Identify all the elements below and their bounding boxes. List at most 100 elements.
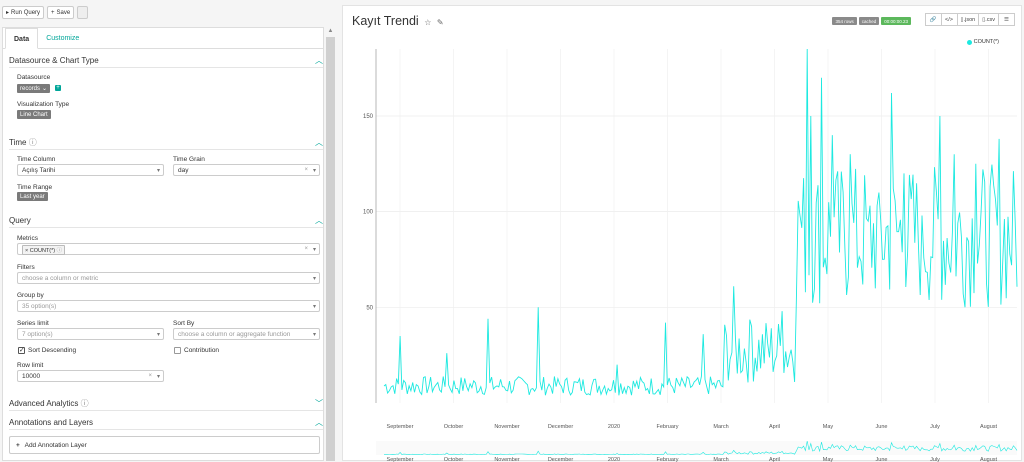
row-limit-select[interactable]: 10000 × ▾: [17, 370, 164, 382]
more-button[interactable]: [77, 6, 89, 19]
chevron-up-icon[interactable]: ︿: [315, 137, 323, 147]
export-json-label: .json: [963, 16, 976, 23]
section-divider: [9, 67, 323, 68]
context-brush: [376, 441, 1017, 455]
annotations-section-header[interactable]: Annotations and Layers ︿: [9, 416, 323, 428]
x-tick-label: April: [769, 424, 780, 430]
clear-icon[interactable]: ×: [148, 373, 152, 379]
add-datasource-icon[interactable]: +: [55, 85, 61, 91]
chart-legend[interactable]: COUNT(*): [966, 39, 999, 45]
advanced-section: Advanced Analytics ⓘ ﹀: [9, 397, 323, 411]
info-icon[interactable]: ⓘ: [80, 398, 89, 408]
row-limit-label: Row limit: [17, 362, 44, 369]
datasource-value: records: [20, 85, 41, 92]
context-x-tick-label: March: [713, 457, 728, 462]
context-x-tick-label: August: [980, 457, 998, 462]
x-tick-label: December: [548, 424, 574, 430]
datasource-section-title: Datasource & Chart Type: [9, 55, 99, 65]
chart-header: Kayıt Trendi ☆ ✎: [352, 14, 444, 28]
sortby-select[interactable]: choose a column or aggregate function ▾: [173, 328, 320, 340]
run-query-label: Run Query: [11, 9, 41, 16]
context-x-tick-label: July: [930, 457, 940, 462]
contribution-checkbox[interactable]: [174, 347, 181, 354]
section-divider: [9, 149, 323, 150]
series-limit-select[interactable]: 7 option(s) ▾: [17, 328, 164, 340]
chevron-up-icon[interactable]: ︿: [315, 417, 323, 427]
advanced-section-header[interactable]: Advanced Analytics ⓘ ﹀: [9, 397, 323, 409]
sort-descending-checkbox[interactable]: [18, 346, 25, 354]
link-icon: 🔗: [929, 16, 937, 23]
time-grain-select[interactable]: day × ▾: [173, 164, 320, 176]
plus-icon: +: [51, 9, 55, 16]
tab-customize[interactable]: Customize: [46, 35, 80, 42]
plus-icon: +: [16, 442, 20, 449]
section-divider: [9, 227, 323, 228]
clear-icon[interactable]: ×: [304, 167, 308, 173]
remove-chip-icon[interactable]: ×: [25, 248, 29, 254]
y-tick-label: 100: [363, 210, 374, 216]
datasource-section-header[interactable]: Datasource & Chart Type ︿: [9, 54, 323, 66]
control-form: Data Customize Datasource & Chart Type ︿…: [2, 27, 324, 461]
x-tick-label: 2020: [608, 424, 620, 430]
query-section-header[interactable]: Query ︿: [9, 214, 323, 226]
menu-button[interactable]: ☰: [998, 13, 1015, 26]
chevron-up-icon[interactable]: ︿: [315, 215, 323, 225]
contribution-label: Contribution: [184, 347, 220, 354]
datasource-section: Datasource & Chart Type ︿ Datasource rec…: [9, 54, 323, 119]
metric-chip[interactable]: × COUNT(*) ⓘ: [22, 245, 66, 255]
x-tick-label: November: [494, 424, 520, 430]
star-icon[interactable]: ☆: [424, 18, 432, 27]
context-series-line: [384, 440, 1018, 456]
section-divider: [9, 410, 323, 411]
time-section-header[interactable]: Time ⓘ ︿: [9, 136, 323, 148]
save-button[interactable]: + Save: [47, 6, 75, 19]
panel-scrollbar[interactable]: [326, 37, 335, 461]
row-count-badge: 354 rows: [832, 17, 857, 25]
time-range-label: Time Range: [17, 184, 53, 191]
cached-text: cached: [861, 18, 877, 24]
context-x-tick-label: April: [769, 457, 780, 462]
add-annotation-layer-label: Add Annotation Layer: [24, 442, 87, 449]
sort-descending-label: Sort Descending: [28, 347, 77, 354]
time-range-selector[interactable]: Last year: [17, 192, 48, 201]
context-x-tick-label: September: [387, 457, 414, 462]
y-tick-label: 150: [363, 114, 374, 120]
context-x-tick-label: February: [656, 457, 678, 462]
datasource-selector[interactable]: records ⌄: [17, 84, 51, 93]
caret-down-icon: ▾: [312, 332, 316, 338]
line-chart[interactable]: 50 100 150 September September October October…: [343, 6, 1023, 462]
row-limit-value: 10000: [22, 373, 41, 380]
edit-icon[interactable]: ✎: [436, 18, 444, 27]
embed-code-label: </>: [945, 16, 953, 23]
add-annotation-layer-button[interactable]: + Add Annotation Layer: [9, 436, 320, 454]
filters-select[interactable]: choose a column or metric ▾: [17, 272, 320, 284]
export-json-button[interactable]: ▯ .json: [956, 13, 980, 26]
chevron-up-icon[interactable]: ︿: [315, 55, 323, 65]
metrics-select[interactable]: × COUNT(*) ⓘ × ▾: [17, 243, 320, 255]
scroll-up-icon[interactable]: ▲: [327, 28, 334, 34]
x-tick-label: June: [876, 424, 888, 430]
chart-title[interactable]: Kayıt Trendi: [352, 14, 419, 28]
datasource-label: Datasource: [17, 74, 51, 81]
chevron-down-icon[interactable]: ﹀: [315, 398, 323, 408]
info-icon[interactable]: ⓘ: [28, 137, 37, 147]
series-limit-label: Series limit: [17, 320, 49, 327]
time-column-value: Açılış Tarihi: [22, 167, 56, 174]
time-column-select[interactable]: Açılış Tarihi ▾: [17, 164, 164, 176]
context-x-tick-label: June: [876, 457, 888, 462]
timer-text: 00:00:00.23: [884, 18, 908, 24]
tab-data[interactable]: Data: [5, 28, 39, 49]
metrics-label: Metrics: [17, 235, 38, 242]
x-tick-label: October: [444, 424, 464, 430]
cached-badge[interactable]: cached: [858, 17, 880, 25]
series-line-count: [383, 48, 1018, 396]
clear-icon[interactable]: ×: [304, 246, 308, 252]
time-grain-label: Time Grain: [173, 156, 205, 163]
run-query-button[interactable]: ▸ Run Query: [2, 6, 45, 19]
caret-down-icon: ▾: [156, 332, 160, 338]
annotations-section-title: Annotations and Layers: [9, 417, 94, 427]
viz-type-selector[interactable]: Line Chart: [17, 110, 51, 119]
groupby-select[interactable]: 35 option(s) ▾: [17, 300, 320, 312]
annotations-section: Annotations and Layers ︿ + Add Annotatio…: [9, 416, 323, 454]
export-csv-button[interactable]: ▯ .csv: [978, 13, 999, 26]
